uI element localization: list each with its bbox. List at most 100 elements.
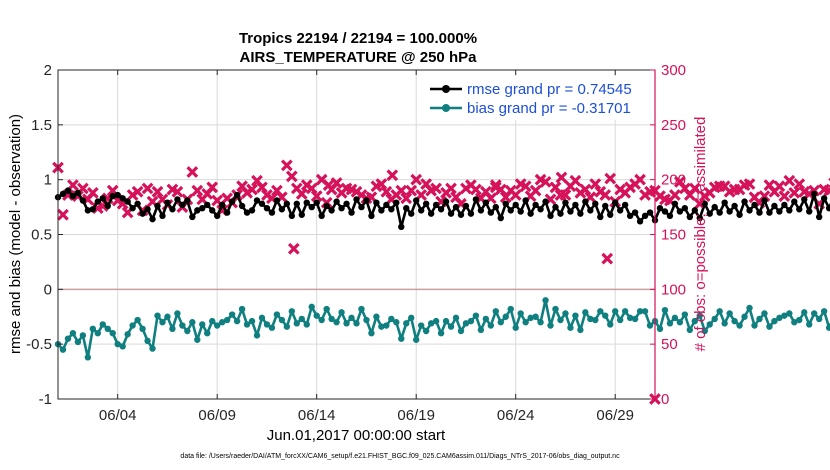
bias-point [432,317,440,325]
y2-axis-label: # of obs: o=possible; ×=assimilated [692,117,709,352]
bias-point [223,316,231,324]
rmse-point [631,209,639,216]
obs-count-marker [171,185,184,198]
bias-point [532,313,539,320]
rmse-point [383,201,390,209]
obs-count-marker [693,197,706,210]
rmse-point [582,198,589,205]
rmse-point [666,212,674,220]
bias-point [104,325,111,333]
rmse-point [646,209,654,216]
bias-point [368,330,375,337]
rmse-point [706,210,713,217]
y-axis-right: 0 50 100 150 200 250 300 [650,62,686,408]
obs-count-marker [793,178,806,190]
obs-count-marker [559,189,572,201]
rmse-point [542,198,549,205]
x-tick-label: 06/04 [99,407,137,424]
obs-count-marker [489,181,502,194]
rmse-point [512,201,519,209]
obs-count-marker [584,191,597,204]
bias-point [781,312,788,319]
rmse-point [363,197,370,204]
rmse-series-layer [54,187,830,231]
bias-point [179,322,186,329]
obs-count-marker [778,190,791,202]
bias-point [661,306,669,314]
bias-point [815,315,823,323]
x-tick-label: 06/24 [497,407,535,424]
bias-point [631,315,639,323]
rmse-point [218,201,226,209]
obs-count-marker [604,172,617,185]
bias-point [681,311,689,318]
bias-point [209,317,216,325]
rmse-point [736,211,743,218]
bias-point [437,330,445,337]
rmse-point [214,212,221,220]
bias-point [731,317,738,325]
bias-point [542,297,549,304]
bias-point [358,305,365,313]
obs-count-marker [555,171,568,184]
bias-point [313,312,320,319]
legend-bias-label: bias grand pr = -0.31701 [467,100,631,117]
rmse-point [378,207,385,214]
bias-point [607,321,614,328]
obs-count-marker [410,173,423,186]
bias-point [194,336,201,343]
obs-count-marker [773,180,786,193]
bias-point [736,322,743,329]
bias-point [74,338,82,346]
rmse-point [223,209,231,216]
rmse-point [766,209,773,216]
rmse-point [716,209,723,216]
bias-point [621,308,629,315]
rmse-point [567,208,574,215]
bias-point [472,312,480,319]
rmse-point [442,198,450,205]
bias-point [253,332,261,339]
rmse-point [343,200,350,207]
rmse-point [815,213,823,221]
rmse-point [169,206,176,213]
bias-point [741,313,748,320]
bias-point [228,311,236,318]
bias-point [716,308,723,315]
y-axis-left: -1 -0.5 0 0.5 1 1.5 2 [26,62,63,408]
bias-point [452,314,460,322]
obs-count-marker [380,185,393,198]
rmse-point [626,212,634,220]
bias-point [477,326,485,334]
bias-point [328,315,335,323]
bias-point [641,308,649,315]
bias-point [393,319,400,326]
rmse-point [482,199,490,206]
bias-point [258,314,266,322]
rmse-point [179,201,186,209]
rmse-point [497,214,504,222]
obs-count-marker [280,159,293,172]
bias-point [69,330,77,337]
bias-point [696,312,703,319]
bias-point [706,321,713,328]
bias-point [283,323,291,330]
bias-point [109,330,116,337]
rmse-point [621,201,629,209]
legend-rmse-label: rmse grand pr = 0.74545 [467,81,632,98]
bias-point [233,317,241,325]
rmse-point [756,209,763,216]
obs-count-marker [77,182,89,195]
rmse-point [348,209,355,216]
rmse-point [308,203,315,211]
rmse-point [447,210,455,217]
obs-count-marker [310,190,323,202]
bias-point [343,320,350,327]
rmse-point [288,212,296,220]
obs-count-marker [445,182,457,195]
obs-count-marker [305,182,318,195]
rmse-point [333,198,340,205]
obs-count-marker [322,179,335,192]
bias-point [119,343,126,350]
bias-point [174,310,181,317]
